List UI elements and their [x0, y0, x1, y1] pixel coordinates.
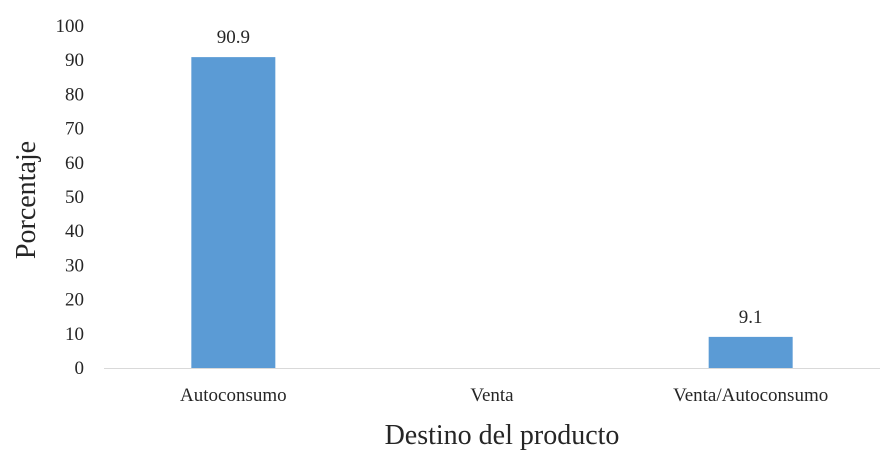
y-axis-title: Porcentaje — [11, 141, 42, 259]
data-label: 90.9 — [217, 27, 250, 48]
y-tick-label: 90 — [65, 50, 84, 71]
bars — [191, 57, 793, 368]
bar — [708, 336, 793, 368]
y-tick-label: 10 — [65, 324, 84, 345]
y-tick-label: 100 — [56, 16, 85, 37]
data-label: 9.1 — [739, 307, 763, 328]
y-axis-ticks: 0 10 20 30 40 50 60 70 80 90 100 — [56, 16, 85, 379]
data-labels: 90.9 9.1 — [217, 27, 763, 328]
y-tick-label: 0 — [75, 358, 85, 379]
y-tick-label: 60 — [65, 153, 84, 174]
x-category-label: Venta/Autoconsumo — [673, 385, 828, 406]
y-tick-label: 30 — [65, 255, 84, 276]
x-axis-title: Destino del producto — [385, 420, 620, 450]
x-category-label: Venta — [470, 385, 514, 406]
y-tick-label: 50 — [65, 187, 84, 208]
y-tick-label: 20 — [65, 290, 84, 311]
y-tick-label: 70 — [65, 119, 84, 140]
y-tick-label: 80 — [65, 84, 84, 105]
bar — [191, 57, 276, 368]
x-category-label: Autoconsumo — [180, 385, 287, 406]
x-axis-category-labels: Autoconsumo Venta Venta/Autoconsumo — [180, 385, 828, 406]
y-tick-label: 40 — [65, 221, 84, 242]
